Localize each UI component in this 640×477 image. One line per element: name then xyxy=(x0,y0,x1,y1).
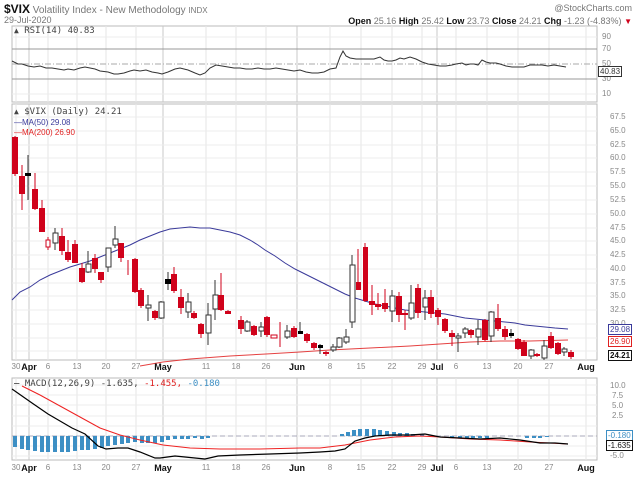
ma50-line xyxy=(11,226,569,330)
open-value: 25.16 xyxy=(373,16,397,26)
x-axis-label: 6 xyxy=(453,362,459,371)
x-axis-label: 27 xyxy=(544,463,554,472)
x-axis-label: 15 xyxy=(356,463,366,472)
signal-value: -1.455, xyxy=(144,379,183,389)
x-axis-label: Jul xyxy=(430,463,444,473)
x-axis-label: 18 xyxy=(231,362,241,371)
ma200-tag: 26.90 xyxy=(608,336,633,347)
x-axis-label: Aug xyxy=(577,463,595,473)
symbol: $VIX xyxy=(4,2,31,16)
x-axis-label: 13 xyxy=(482,362,492,371)
down-arrow-icon: ▼ xyxy=(624,17,632,26)
chart-title: $VIX Volatility Index - New Methodology … xyxy=(4,2,208,16)
x-axis-label: 15 xyxy=(356,362,366,371)
watermark[interactable]: @StockCharts.com xyxy=(554,3,632,13)
symbol-name: Volatility Index - New Methodology xyxy=(32,5,186,16)
x-axis-label: Apr xyxy=(21,463,37,473)
rsi-line xyxy=(11,49,567,76)
x-axis-label: 11 xyxy=(201,463,211,472)
ma50-swatch-icon: — xyxy=(14,118,22,127)
histogram-value: -0.180 xyxy=(187,379,220,389)
x-axis-label: 26 xyxy=(261,362,271,371)
ma50-legend: —MA(50) 29.08 xyxy=(14,118,71,127)
change-value: -1.23 (-4.83%) xyxy=(564,16,622,26)
x-axis-label: Jun xyxy=(288,362,306,372)
x-axis-label: 18 xyxy=(231,463,241,472)
ma200-legend: —MA(200) 26.90 xyxy=(14,128,75,137)
x-axis-label: May xyxy=(154,362,172,372)
x-axis-label: 22 xyxy=(387,362,397,371)
x-axis-label: 27 xyxy=(131,463,141,472)
x-axis-label: 20 xyxy=(101,463,111,472)
rsi-tick: 70 xyxy=(602,44,611,53)
macd-line xyxy=(11,388,569,460)
x-axis-label: Jun xyxy=(288,463,306,473)
x-axis-label: 6 xyxy=(453,463,459,472)
high-value: 25.42 xyxy=(421,16,444,26)
x-axis-label: 30 xyxy=(11,463,21,472)
ma200-line xyxy=(139,339,569,367)
close-price-tag: 24.21 xyxy=(608,350,633,361)
ma50-tag: 29.08 xyxy=(608,324,633,335)
x-axis-label: 6 xyxy=(45,362,51,371)
close-value: 24.21 xyxy=(518,16,542,26)
x-axis-label: May xyxy=(154,463,172,473)
x-axis-label: Apr xyxy=(21,362,37,372)
x-axis-label: 20 xyxy=(513,362,523,371)
price-legend: ▲ $VIX (Daily) 24.21 xyxy=(14,107,122,117)
x-axis-label: 13 xyxy=(72,362,82,371)
x-axis-label: 13 xyxy=(72,463,82,472)
x-axis-label: 20 xyxy=(101,362,111,371)
macd-line-tag: -1.635 xyxy=(606,440,633,451)
rsi-tick: 10 xyxy=(602,89,611,98)
x-axis-label: 20 xyxy=(513,463,523,472)
x-axis-label: 11 xyxy=(201,362,211,371)
rsi-tick: 50 xyxy=(602,59,611,68)
x-axis-label: 27 xyxy=(131,362,141,371)
macd-value: -1.635, xyxy=(100,379,139,389)
chart-type-icon[interactable]: ▲ xyxy=(14,26,19,35)
x-axis-label: 27 xyxy=(544,362,554,371)
candlesticks xyxy=(12,136,574,360)
rsi-legend: ▲ RSI(14) 40.83 xyxy=(14,26,95,36)
chart-type-icon[interactable]: ▲ xyxy=(14,107,19,116)
x-axis-label: 22 xyxy=(387,463,397,472)
exchange: INDX xyxy=(188,6,208,15)
price-panel xyxy=(11,103,598,361)
chart-date: 29-Jul-2020 xyxy=(4,15,52,25)
x-axis-label: 30 xyxy=(11,362,21,371)
x-axis-label: 26 xyxy=(261,463,271,472)
x-axis-label: 8 xyxy=(327,463,333,472)
x-axis-label: 29 xyxy=(417,463,427,472)
x-axis-label: 6 xyxy=(45,463,51,472)
macd-swatch-icon: — xyxy=(14,379,20,389)
macd-histogram xyxy=(13,429,549,452)
ohlc-summary: Open 25.16 High 25.42 Low 23.73 Close 24… xyxy=(348,16,632,26)
x-axis-label: Aug xyxy=(577,362,595,372)
rsi-current-tag: 40.83 xyxy=(598,66,623,77)
x-axis-label: 8 xyxy=(327,362,333,371)
x-axis-label: 13 xyxy=(482,463,492,472)
macd-legend: — MACD(12,26,9) -1.635, -1.455, -0.180 xyxy=(14,379,220,389)
x-axis-label: Jul xyxy=(430,362,444,372)
rsi-tick: 90 xyxy=(602,32,611,41)
ma200-swatch-icon: — xyxy=(14,128,22,137)
x-axis-label: 29 xyxy=(417,362,427,371)
low-value: 23.73 xyxy=(466,16,490,26)
rsi-tick: 30 xyxy=(602,74,611,83)
